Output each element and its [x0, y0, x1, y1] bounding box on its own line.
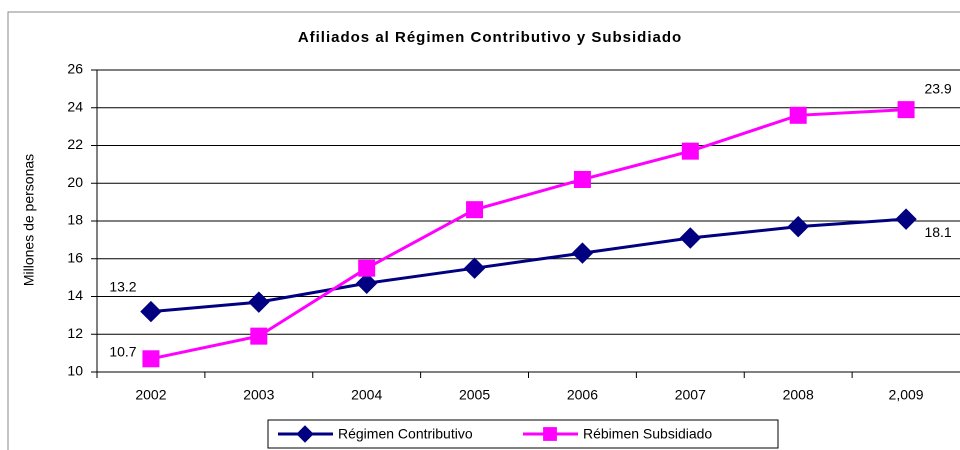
- y-tick-label: 16: [67, 249, 83, 265]
- y-tick-label: 22: [67, 136, 83, 152]
- point-marker: [679, 227, 702, 249]
- point-marker: [358, 259, 376, 277]
- x-tick-label: 2007: [675, 387, 706, 403]
- point-marker: [543, 427, 557, 441]
- y-tick-label: 24: [67, 98, 83, 114]
- series-line: [150, 108, 907, 361]
- x-tick-label: 2002: [135, 387, 166, 403]
- point-marker: [573, 170, 591, 188]
- point-marker: [250, 327, 268, 345]
- series-line: [150, 217, 907, 314]
- data-label: 13.2: [109, 278, 136, 294]
- point-marker: [466, 201, 484, 219]
- point-marker: [571, 242, 594, 264]
- y-tick-label: 14: [67, 287, 83, 303]
- point-marker: [895, 208, 917, 230]
- x-tick-label: 2005: [459, 387, 490, 403]
- data-label: 18.1: [924, 224, 951, 240]
- x-tick-label: 2008: [783, 387, 814, 403]
- point-marker: [787, 215, 809, 238]
- point-marker: [355, 272, 378, 294]
- point-marker: [142, 350, 160, 368]
- chart-title: Afiliados al Régimen Contributivo y Subs…: [298, 29, 682, 46]
- y-axis-label: Millones de personas: [21, 154, 37, 286]
- point-marker: [681, 142, 699, 160]
- point-marker: [463, 257, 486, 279]
- data-label: 10.7: [109, 343, 136, 359]
- point-marker: [897, 101, 915, 119]
- x-tick-label: 2003: [243, 387, 274, 403]
- data-label: 23.9: [924, 80, 951, 96]
- point-marker: [140, 300, 162, 323]
- y-tick-label: 10: [67, 363, 83, 379]
- chart-frame: [7, 11, 960, 450]
- x-tick-label: 2004: [351, 387, 382, 403]
- y-tick-label: 12: [67, 325, 83, 341]
- x-tick-label: 2006: [567, 387, 598, 403]
- point-marker: [248, 291, 270, 313]
- legend-label: Régimen Contributivo: [338, 426, 473, 442]
- point-marker: [789, 106, 807, 124]
- legend-label: Rébimen Subsidiado: [583, 426, 712, 442]
- y-tick-label: 20: [67, 174, 83, 190]
- y-tick-label: 18: [67, 212, 83, 228]
- point-marker: [296, 425, 314, 443]
- x-tick-label: 2,009: [889, 387, 924, 403]
- y-tick-label: 26: [67, 61, 83, 77]
